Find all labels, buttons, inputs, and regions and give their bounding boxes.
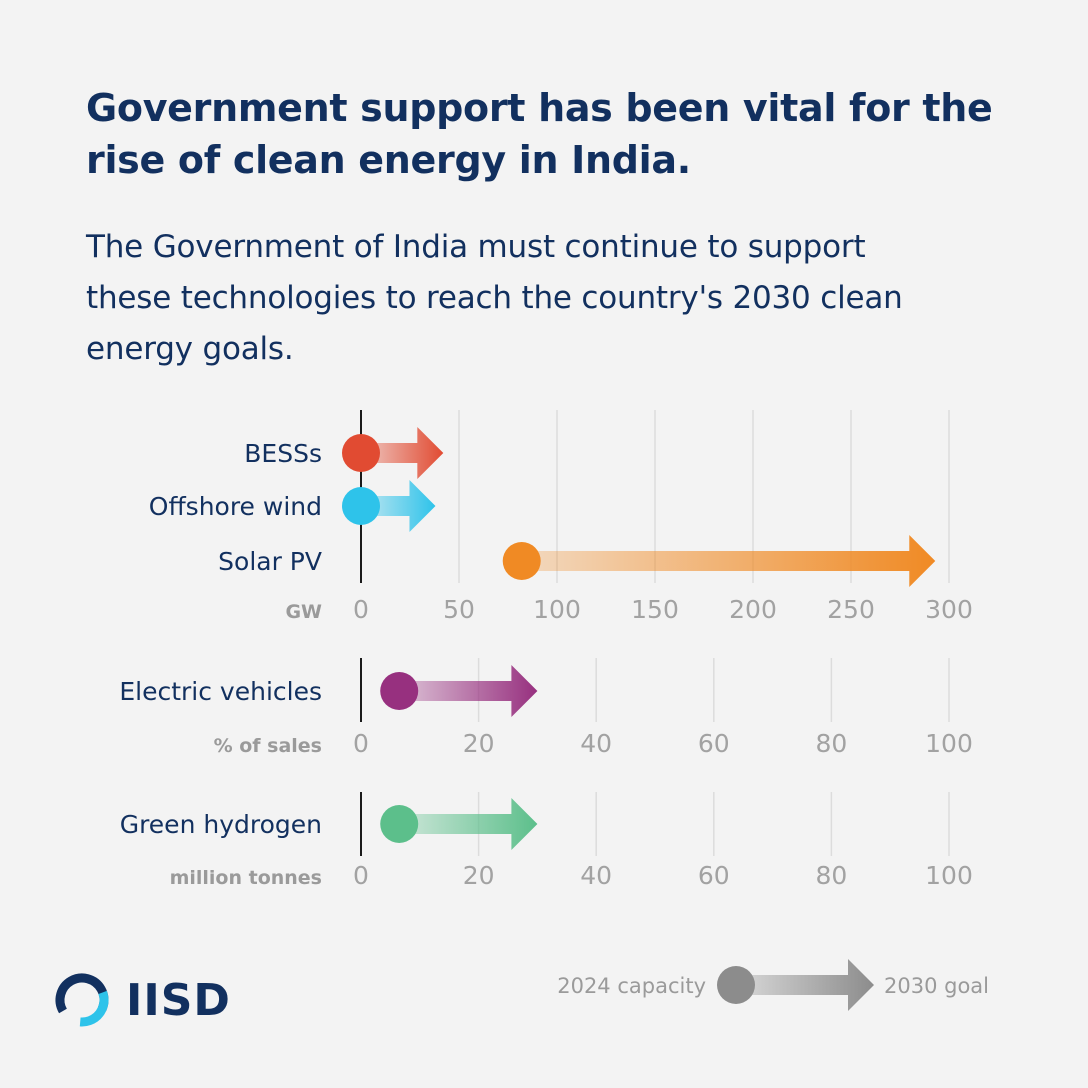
x-tick-label: 0 bbox=[353, 729, 369, 758]
x-tick-label: 20 bbox=[463, 729, 495, 758]
unit-label: GW bbox=[285, 601, 322, 623]
legend-arrow bbox=[736, 959, 874, 1011]
capacity-dot bbox=[342, 487, 380, 525]
x-tick-label: 200 bbox=[729, 595, 777, 624]
category-label: Electric vehicles bbox=[119, 677, 322, 706]
x-tick-label: 50 bbox=[443, 595, 475, 624]
x-tick-label: 40 bbox=[580, 729, 612, 758]
goal-arrow bbox=[399, 798, 538, 850]
x-tick-label: 0 bbox=[353, 595, 369, 624]
category-label: Solar PV bbox=[218, 547, 322, 576]
x-tick-label: 100 bbox=[533, 595, 581, 624]
goal-arrow bbox=[521, 535, 936, 587]
goal-arrow bbox=[361, 427, 444, 479]
page-title: Government support has been vital for th… bbox=[86, 86, 993, 182]
x-tick-label: 80 bbox=[815, 729, 847, 758]
legend-end-label: 2030 goal bbox=[884, 974, 989, 998]
x-tick-label: 80 bbox=[815, 861, 847, 890]
iisd-ring-icon bbox=[55, 973, 109, 1027]
capacity-dot bbox=[342, 434, 380, 472]
goal-arrow bbox=[399, 665, 538, 717]
iisd-logo: IISD bbox=[52, 964, 231, 1036]
legend-start-label: 2024 capacity bbox=[557, 974, 706, 998]
legend-dot bbox=[717, 966, 755, 1004]
x-tick-label: 0 bbox=[353, 861, 369, 890]
x-tick-label: 20 bbox=[463, 861, 495, 890]
logo-text: IISD bbox=[126, 974, 231, 1026]
x-tick-label: 60 bbox=[698, 729, 730, 758]
x-tick-label: 150 bbox=[631, 595, 679, 624]
page-subtitle: The Government of India must continue to… bbox=[86, 229, 903, 367]
x-tick-label: 100 bbox=[925, 729, 973, 758]
x-tick-label: 300 bbox=[925, 595, 973, 624]
capacity-dot bbox=[380, 805, 419, 843]
x-tick-label: 100 bbox=[925, 861, 973, 890]
goal-arrow bbox=[361, 480, 436, 532]
category-label: BESSs bbox=[244, 439, 322, 468]
x-tick-label: 250 bbox=[827, 595, 875, 624]
x-tick-label: 60 bbox=[698, 861, 730, 890]
capacity-dot bbox=[380, 672, 419, 710]
unit-label: million tonnes bbox=[170, 867, 322, 889]
x-tick-label: 40 bbox=[580, 861, 612, 890]
category-label: Offshore wind bbox=[149, 492, 322, 521]
unit-label: % of sales bbox=[214, 735, 322, 757]
category-label: Green hydrogen bbox=[120, 810, 322, 839]
capacity-dot bbox=[502, 542, 541, 580]
